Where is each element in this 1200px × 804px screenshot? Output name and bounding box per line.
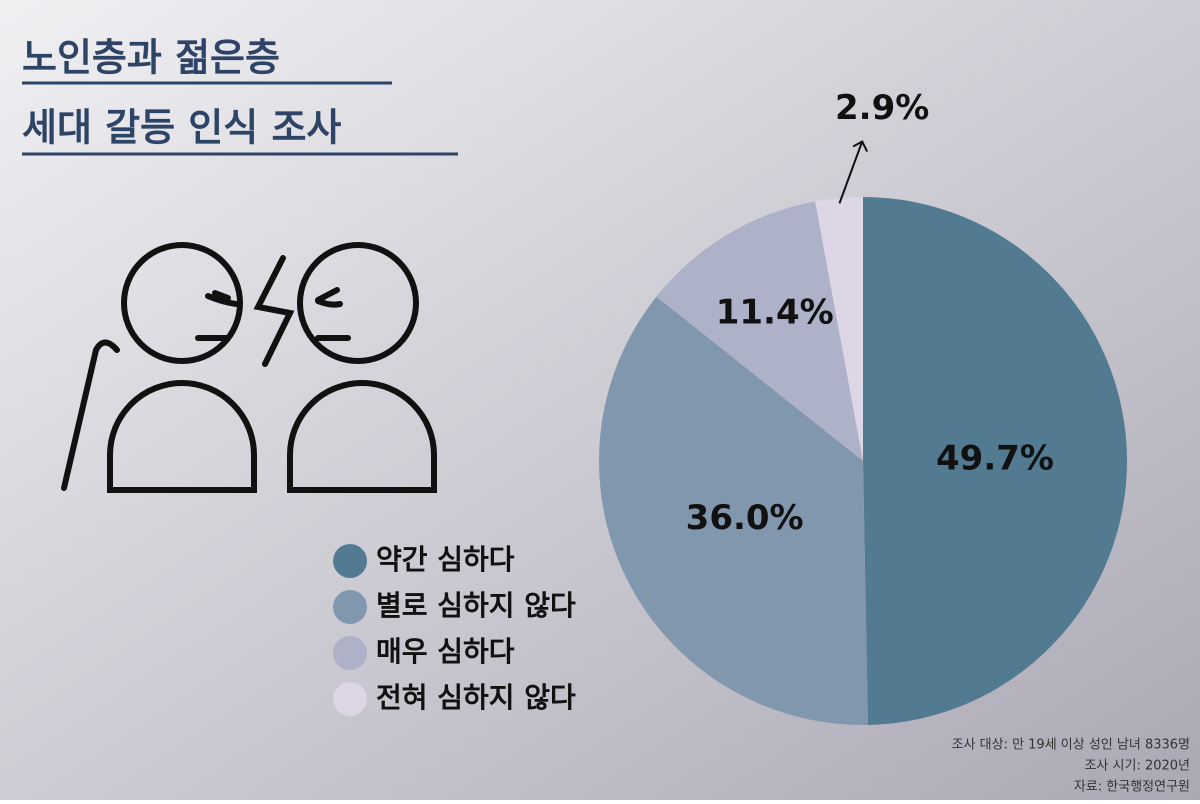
pie: 49.7% 36.0% 11.4% 2.9%: [598, 88, 1128, 726]
title-line: 세대 갈등 인식 조사: [22, 106, 341, 150]
legend-label: 매우 심하다: [376, 635, 515, 668]
note: 자료: 한국행정연구원: [1074, 779, 1190, 795]
value-label: 11.4%: [716, 292, 834, 332]
pie-slice: [815, 197, 863, 461]
note: 조사 시기: 2020년: [1084, 759, 1190, 774]
legend-swatch: [333, 544, 367, 578]
label-arrow: [838, 140, 869, 204]
legend-swatch: [333, 636, 367, 670]
value-label: 49.7%: [936, 438, 1054, 478]
note: 조사 대상: 만 19세 이상 성인 남녀 8336명: [952, 738, 1190, 753]
pie-slice: [598, 296, 868, 726]
pie-slice: [656, 201, 863, 461]
pie-slice: [863, 197, 1128, 725]
title-line: 노인층과 젊은층: [22, 36, 280, 80]
legend-swatch: [333, 682, 367, 716]
people-icon: [61, 242, 437, 493]
legend-label: 약간 심하다: [376, 543, 515, 576]
legend-label: 별로 심하지 않다: [376, 589, 576, 622]
legend-swatch: [333, 590, 367, 624]
value-label: 36.0%: [686, 498, 804, 538]
value-label: 2.9%: [835, 88, 929, 128]
legend-label: 전혀 심하지 않다: [376, 681, 576, 714]
